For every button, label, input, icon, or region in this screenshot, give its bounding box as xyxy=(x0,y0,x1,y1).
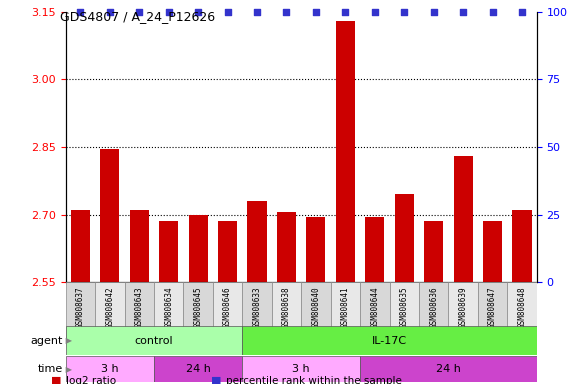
Point xyxy=(252,8,262,15)
Bar xyxy=(507,282,537,340)
Bar xyxy=(183,282,213,340)
Text: GSM808636: GSM808636 xyxy=(429,287,438,328)
Text: GDS4807 / A_24_P12626: GDS4807 / A_24_P12626 xyxy=(60,10,215,23)
Bar xyxy=(448,282,478,340)
Bar xyxy=(424,221,443,282)
Text: GSM808633: GSM808633 xyxy=(252,287,262,328)
Bar xyxy=(453,156,473,282)
Text: GSM808641: GSM808641 xyxy=(341,287,350,328)
Text: GSM808634: GSM808634 xyxy=(164,287,173,328)
Bar xyxy=(478,282,507,340)
Bar xyxy=(360,282,389,340)
Text: GSM808642: GSM808642 xyxy=(105,287,114,328)
Point xyxy=(517,8,526,15)
Point xyxy=(459,8,468,15)
Bar xyxy=(395,194,414,282)
Text: ■: ■ xyxy=(211,376,222,384)
Bar xyxy=(419,282,448,340)
Text: agent: agent xyxy=(30,336,63,346)
Bar xyxy=(247,201,267,282)
Point xyxy=(341,8,350,15)
Bar xyxy=(124,282,154,340)
Bar xyxy=(512,210,532,282)
Text: GSM808645: GSM808645 xyxy=(194,287,203,328)
Bar xyxy=(242,356,360,382)
Bar xyxy=(307,217,325,282)
Bar xyxy=(365,217,384,282)
Point xyxy=(105,8,114,15)
Text: GSM808635: GSM808635 xyxy=(400,287,409,328)
Bar xyxy=(483,221,502,282)
Text: ▶: ▶ xyxy=(63,336,72,345)
Text: 24 h: 24 h xyxy=(186,364,211,374)
Text: GSM808646: GSM808646 xyxy=(223,287,232,328)
Bar xyxy=(154,356,242,382)
Bar xyxy=(331,282,360,340)
Bar xyxy=(242,282,272,340)
Bar xyxy=(159,221,178,282)
Bar xyxy=(218,221,237,282)
Bar xyxy=(272,282,301,340)
Text: time: time xyxy=(38,364,63,374)
Text: ■: ■ xyxy=(51,376,62,384)
Bar xyxy=(71,210,90,282)
Point xyxy=(429,8,439,15)
Point xyxy=(400,8,409,15)
Point xyxy=(76,8,85,15)
Text: 24 h: 24 h xyxy=(436,364,461,374)
Bar xyxy=(188,215,208,282)
Text: log2 ratio: log2 ratio xyxy=(66,376,116,384)
Bar xyxy=(100,149,119,282)
Bar xyxy=(389,282,419,340)
Text: GSM808647: GSM808647 xyxy=(488,287,497,328)
Text: GSM808637: GSM808637 xyxy=(76,287,85,328)
Text: IL-17C: IL-17C xyxy=(372,336,407,346)
Bar xyxy=(66,282,95,340)
Bar xyxy=(336,20,355,282)
Text: GSM808648: GSM808648 xyxy=(517,287,526,328)
Text: 3 h: 3 h xyxy=(101,364,119,374)
Bar xyxy=(213,282,242,340)
Bar xyxy=(277,212,296,282)
Bar xyxy=(301,282,331,340)
Text: GSM808638: GSM808638 xyxy=(282,287,291,328)
Point xyxy=(135,8,144,15)
Point xyxy=(194,8,203,15)
Text: GSM808644: GSM808644 xyxy=(371,287,379,328)
Text: GSM808643: GSM808643 xyxy=(135,287,144,328)
Text: percentile rank within the sample: percentile rank within the sample xyxy=(226,376,401,384)
Bar xyxy=(66,356,154,382)
Bar xyxy=(66,326,242,355)
Text: ▶: ▶ xyxy=(63,364,72,374)
Point xyxy=(311,8,320,15)
Bar xyxy=(242,326,537,355)
Text: control: control xyxy=(135,336,174,346)
Point xyxy=(164,8,173,15)
Point xyxy=(370,8,379,15)
Point xyxy=(223,8,232,15)
Text: GSM808640: GSM808640 xyxy=(311,287,320,328)
Bar xyxy=(154,282,183,340)
Point xyxy=(282,8,291,15)
Text: GSM808639: GSM808639 xyxy=(459,287,468,328)
Text: 3 h: 3 h xyxy=(292,364,310,374)
Bar xyxy=(360,356,537,382)
Point xyxy=(488,8,497,15)
Bar xyxy=(95,282,124,340)
Bar xyxy=(130,210,149,282)
